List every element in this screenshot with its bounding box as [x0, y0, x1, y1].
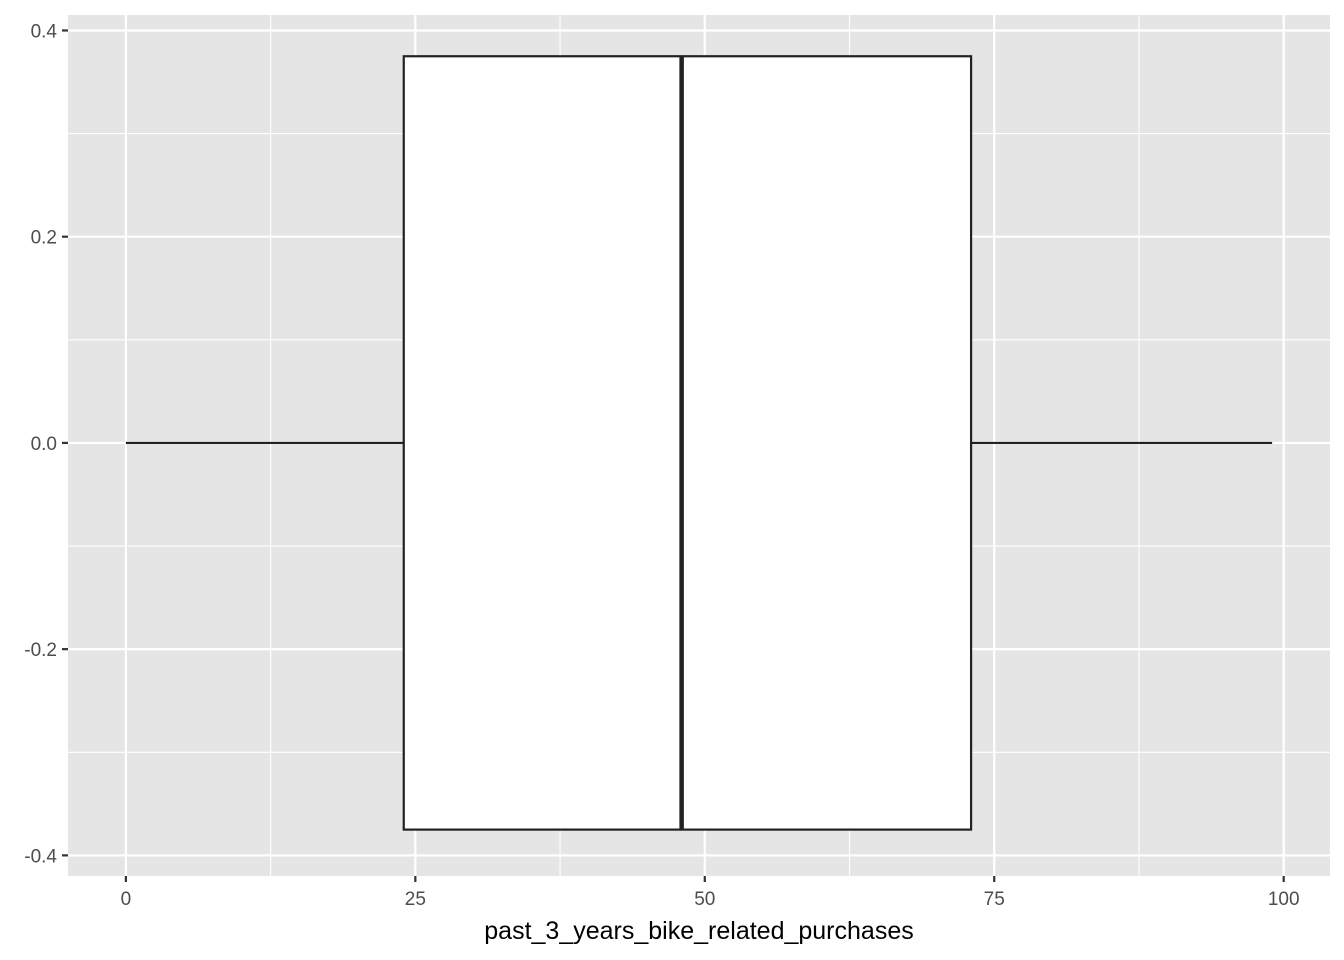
- x-tick-label: 75: [984, 889, 1005, 910]
- y-axis: -0.4 -0.2 0.0 0.2 0.4: [24, 21, 68, 867]
- x-tick-label: 0: [121, 889, 132, 910]
- x-tick-label: 100: [1268, 889, 1300, 910]
- y-tick-label: 0.4: [31, 21, 58, 42]
- y-tick-label: 0.2: [31, 228, 57, 249]
- x-tick-label: 25: [405, 889, 426, 910]
- interquartile-box: [402, 55, 973, 831]
- x-axis-title: past_3_years_bike_related_purchases: [484, 917, 913, 945]
- y-tick-label: -0.4: [24, 846, 57, 867]
- boxplot-layer: [125, 55, 1273, 831]
- y-tick-label: -0.2: [24, 640, 57, 661]
- y-tick-label: 0.0: [31, 434, 57, 455]
- x-axis: 0 25 50 75 100: [121, 876, 1300, 910]
- x-tick-label: 50: [694, 889, 715, 910]
